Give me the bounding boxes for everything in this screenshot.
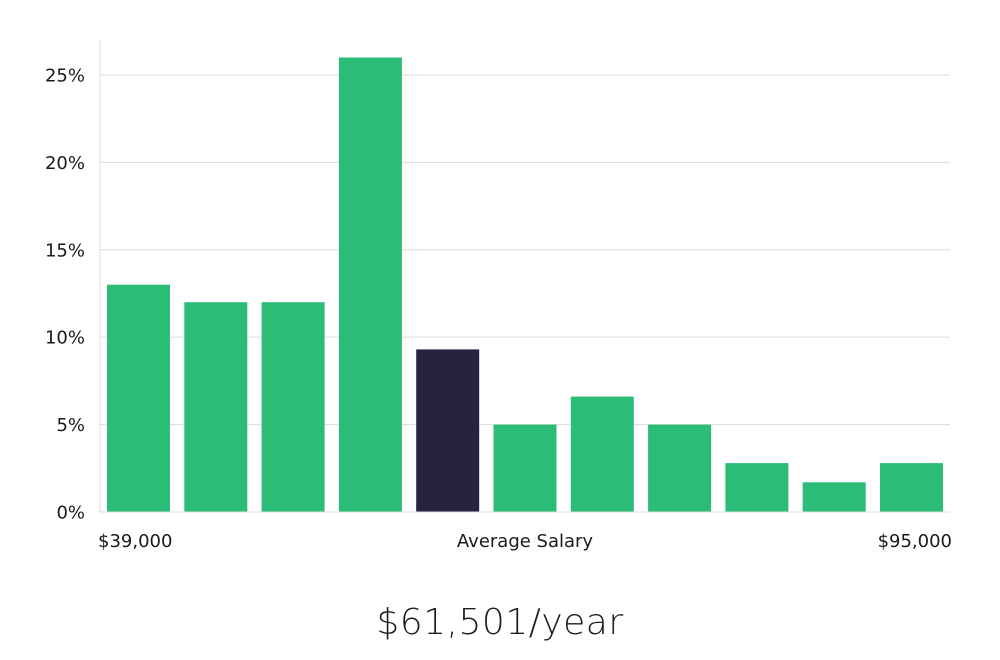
- bar-average-salary: [416, 349, 480, 512]
- x-label-min: $39,000: [98, 531, 172, 552]
- y-tick-label-0: 0%: [56, 503, 85, 524]
- bar-3: [261, 302, 325, 512]
- bar-1: [107, 284, 170, 512]
- y-tick-label-20: 20%: [45, 153, 85, 174]
- x-label-center: Average Salary: [457, 531, 594, 552]
- bar-8: [648, 424, 712, 512]
- y-tick-label-15: 15%: [45, 240, 85, 261]
- bar-11: [880, 463, 943, 512]
- bar-4: [338, 57, 402, 512]
- bars: [107, 57, 943, 512]
- bar-7: [570, 396, 634, 512]
- y-tick-label-25: 25%: [45, 65, 85, 86]
- x-label-max: $95,000: [878, 531, 952, 552]
- bar-2: [184, 302, 248, 512]
- y-tick-label-10: 10%: [45, 328, 85, 349]
- bar-6: [493, 424, 557, 512]
- y-axis-ticks: 0% 5% 10% 15% 20% 25%: [45, 65, 85, 523]
- average-salary-value: $61,501/year: [376, 602, 624, 643]
- y-tick-label-5: 5%: [56, 415, 85, 436]
- bar-10: [802, 482, 866, 512]
- bar-9: [725, 463, 789, 512]
